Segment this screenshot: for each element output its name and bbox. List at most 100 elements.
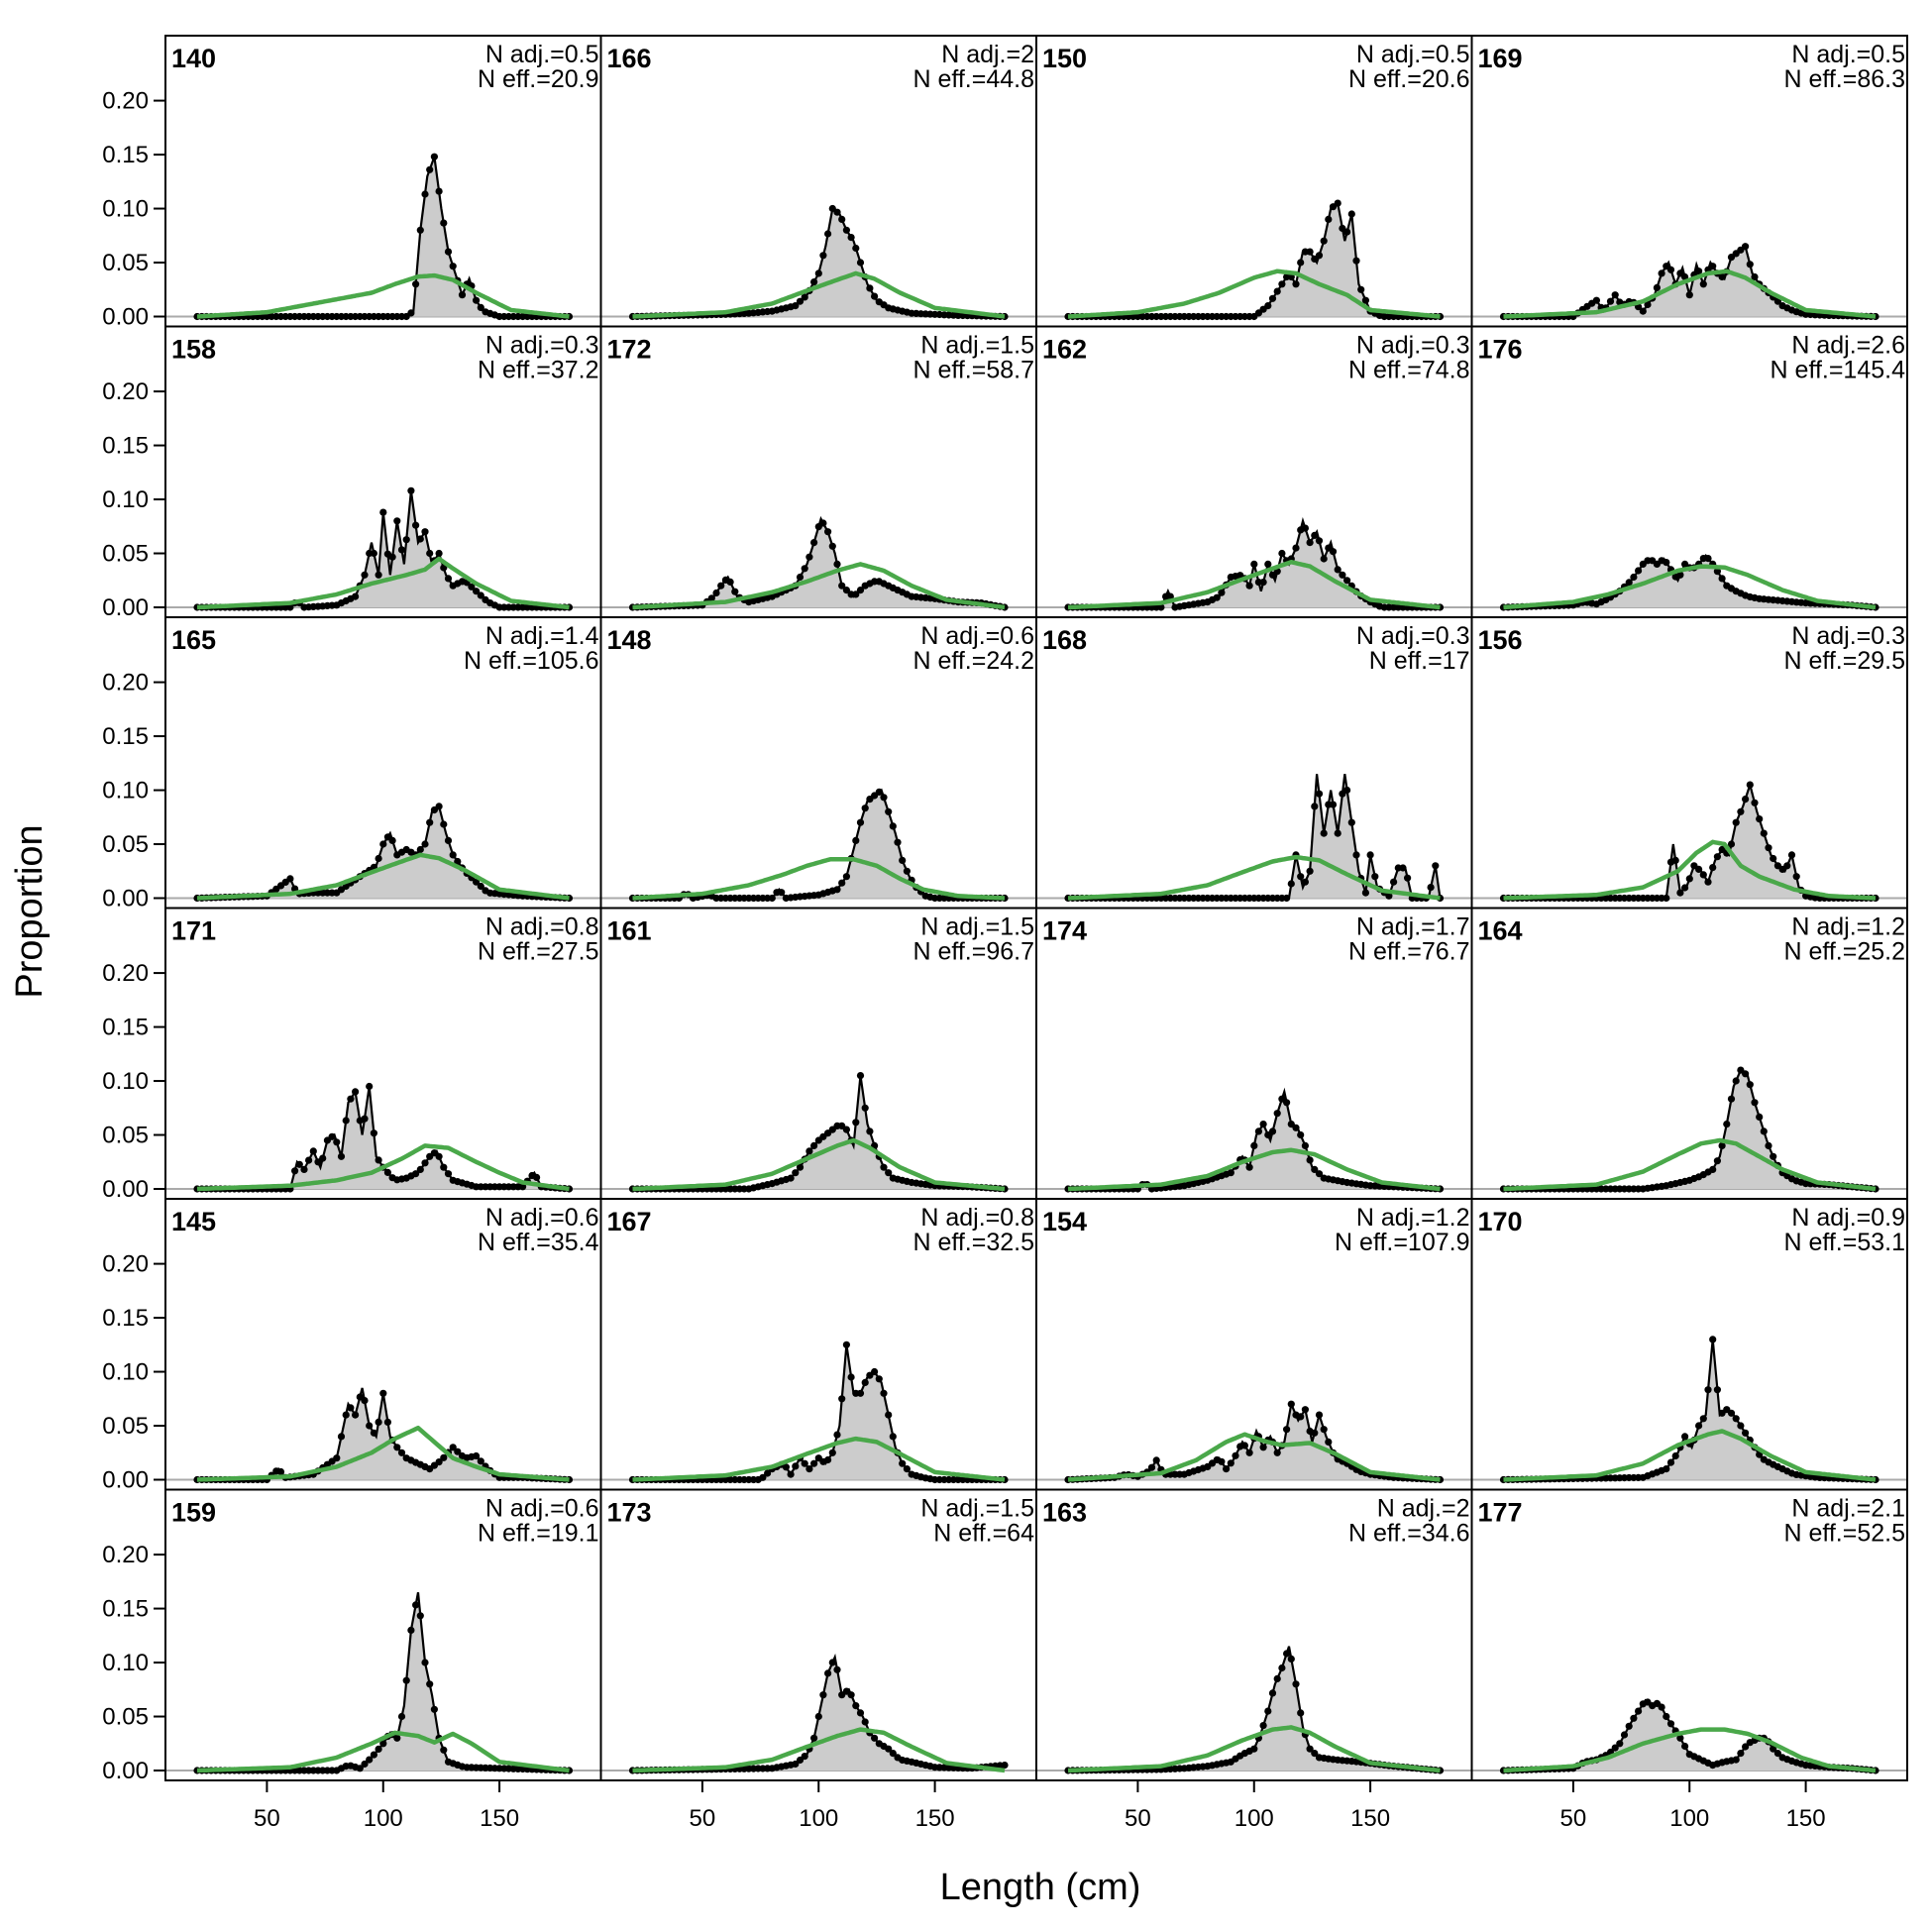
panel-neff: N eff.=58.7	[912, 357, 1034, 384]
observed-point	[444, 248, 453, 256]
panel-nadj: N adj.=0.3	[1791, 622, 1905, 650]
expected-line	[632, 270, 1006, 319]
observed-point	[847, 1373, 855, 1381]
observed-point	[370, 1129, 377, 1137]
observed-point	[421, 190, 429, 198]
observed-point	[871, 1367, 879, 1376]
observed-point	[426, 165, 434, 173]
observed-point	[1343, 228, 1351, 236]
observed-point	[1306, 867, 1314, 875]
expected-line	[1503, 1727, 1877, 1773]
observed-point	[1001, 1762, 1009, 1770]
panel-title: 140	[171, 44, 216, 73]
x-tick-label: 50	[690, 1805, 716, 1832]
observed-point	[402, 1676, 410, 1684]
observed-point	[1404, 874, 1412, 882]
observed-point	[416, 535, 424, 543]
expected-line	[1503, 1429, 1877, 1482]
observed-point	[792, 1760, 800, 1769]
x-tick-label: 100	[1669, 1805, 1709, 1832]
expected-line	[196, 1143, 570, 1192]
observed-point	[1334, 566, 1342, 574]
observed-point	[810, 539, 818, 547]
observed-point	[801, 1459, 808, 1467]
observed-point	[885, 1745, 893, 1753]
panel-title: 156	[1478, 625, 1523, 655]
observed-point	[1770, 1745, 1777, 1753]
observed-area	[1503, 1070, 1876, 1189]
panel-167: 167 N adj.=0.8N eff.=32.5	[599, 1198, 1037, 1491]
observed-point	[1630, 573, 1638, 582]
observed-point	[1320, 555, 1328, 563]
expected-line	[632, 1137, 1006, 1192]
observed-point	[416, 1165, 424, 1173]
observed-point	[796, 573, 805, 582]
panel-title: 166	[607, 44, 652, 73]
observed-point	[731, 588, 739, 595]
panel-title: 165	[171, 625, 216, 655]
observed-area	[1503, 246, 1876, 317]
observed-point	[1385, 892, 1393, 900]
observed-point	[842, 1126, 851, 1133]
observed-point	[842, 587, 851, 594]
panel-neff: N eff.=29.5	[1783, 647, 1905, 675]
panel-title: 168	[1042, 625, 1087, 655]
observed-point	[1311, 531, 1319, 540]
observed-point	[801, 293, 808, 301]
observed-point	[468, 583, 476, 590]
panel-nadj: N adj.=0.5	[485, 41, 599, 68]
panel-177: 177 N adj.=2.1N eff.=52.5 50 100 150	[1470, 1488, 1908, 1832]
observed-point	[1737, 1422, 1745, 1430]
observed-point	[1718, 1141, 1726, 1149]
observed-point	[1699, 280, 1707, 288]
observed-point	[1704, 1386, 1712, 1394]
observed-point	[880, 1389, 888, 1397]
observed-point	[440, 219, 448, 227]
observed-point	[1250, 560, 1258, 569]
observed-point	[1751, 1099, 1759, 1107]
observed-point	[1727, 840, 1736, 848]
observed-point	[885, 1411, 893, 1419]
observed-point	[833, 208, 841, 216]
panel-neff: N eff.=96.7	[912, 938, 1034, 966]
observed-point	[379, 1740, 387, 1748]
expected-line	[1503, 564, 1877, 610]
panel-150: 150 N adj.=0.5N eff.=20.6	[1035, 35, 1473, 328]
observed-area	[1068, 1091, 1441, 1189]
observed-point	[426, 549, 434, 558]
y-tick-label: 0.15	[102, 142, 149, 168]
observed-point	[430, 153, 438, 161]
observed-point	[1611, 291, 1619, 299]
observed-point	[1723, 1121, 1731, 1128]
y-tick-label: 0.00	[102, 886, 149, 912]
observed-point	[847, 234, 855, 242]
panel-nadj: N adj.=1.5	[920, 332, 1034, 360]
observed-point	[1685, 291, 1693, 299]
observed-point	[1223, 1465, 1231, 1473]
observed-point	[1676, 571, 1684, 579]
panel-neff: N eff.=20.9	[478, 65, 599, 93]
observed-point	[1306, 248, 1314, 256]
observed-point	[861, 1378, 869, 1386]
observed-point	[1245, 1163, 1253, 1171]
observed-point	[328, 1132, 336, 1140]
observed-point	[477, 591, 484, 599]
observed-point	[370, 1751, 377, 1759]
observed-point	[412, 1601, 420, 1609]
observed-point	[801, 1753, 808, 1761]
expected-line	[196, 1425, 570, 1482]
observed-point	[1306, 1156, 1314, 1164]
observed-point	[838, 215, 846, 223]
observed-point	[1250, 1745, 1258, 1753]
observed-point	[1273, 1110, 1281, 1118]
panel-title: 169	[1478, 44, 1523, 73]
observed-point	[388, 553, 396, 561]
panel-nadj: N adj.=2.1	[1791, 1495, 1905, 1523]
y-tick-label: 0.00	[102, 1176, 149, 1203]
panel-nadj: N adj.=0.3	[1356, 332, 1470, 360]
y-tick-label: 0.00	[102, 594, 149, 621]
observed-point	[435, 1458, 443, 1466]
observed-point	[1611, 1744, 1619, 1752]
observed-point	[342, 1411, 350, 1419]
observed-point	[440, 820, 448, 828]
